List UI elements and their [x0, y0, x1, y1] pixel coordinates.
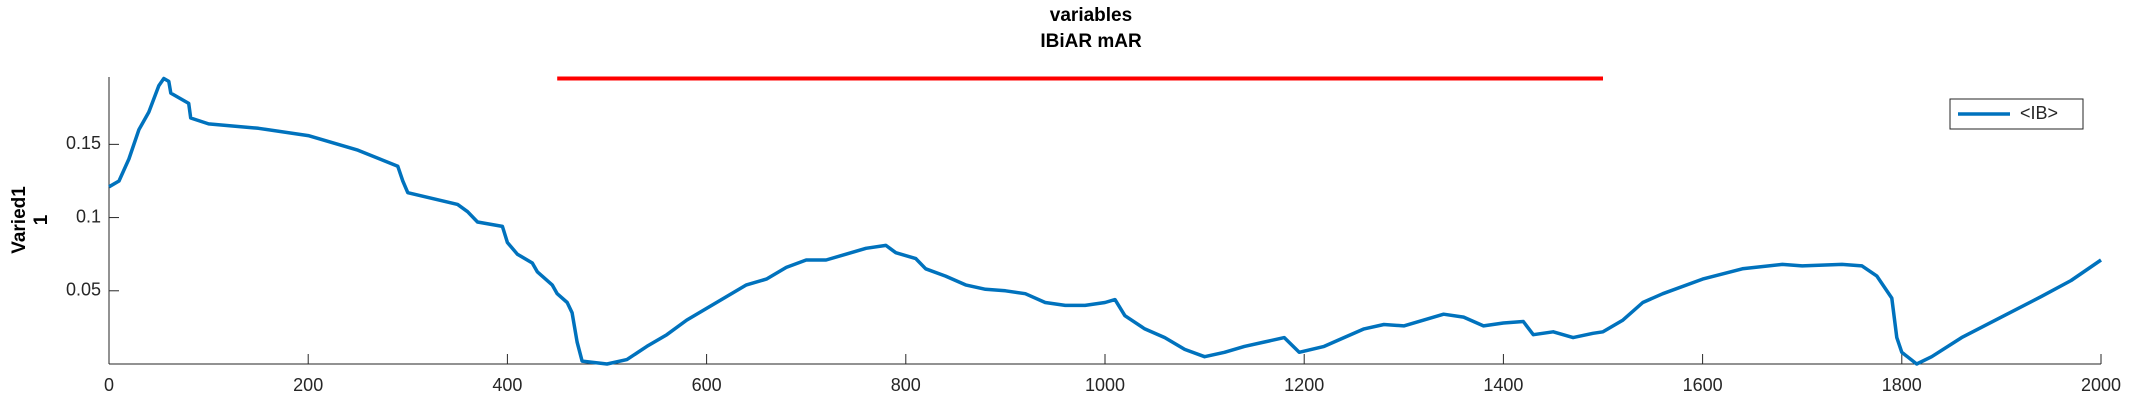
- x-tick-label: 200: [293, 375, 323, 395]
- legend-label: <IB>: [2020, 103, 2058, 123]
- y-tick-label: 0.05: [66, 280, 101, 300]
- y-axis-label: 1: [31, 214, 52, 225]
- x-tick-label: 1000: [1085, 375, 1125, 395]
- x-tick-label: 1600: [1683, 375, 1723, 395]
- x-tick-label: 800: [891, 375, 921, 395]
- x-tick-label: 0: [104, 375, 114, 395]
- y-axis-label: Varied1: [9, 186, 30, 254]
- y-tick-label: 0.1: [76, 206, 101, 226]
- x-tick-label: 1400: [1483, 375, 1523, 395]
- x-tick-label: 1200: [1284, 375, 1324, 395]
- x-tick-label: 400: [492, 375, 522, 395]
- x-tick-label: 600: [692, 375, 722, 395]
- chart-title: IBiAR mAR: [1040, 31, 1142, 52]
- data-line: [108, 76, 2102, 366]
- chart-title: variables: [1050, 5, 1132, 26]
- x-tick-label: 1800: [1882, 375, 1922, 395]
- y-tick-label: 0.15: [66, 133, 101, 153]
- x-tick-label: 2000: [2081, 375, 2121, 395]
